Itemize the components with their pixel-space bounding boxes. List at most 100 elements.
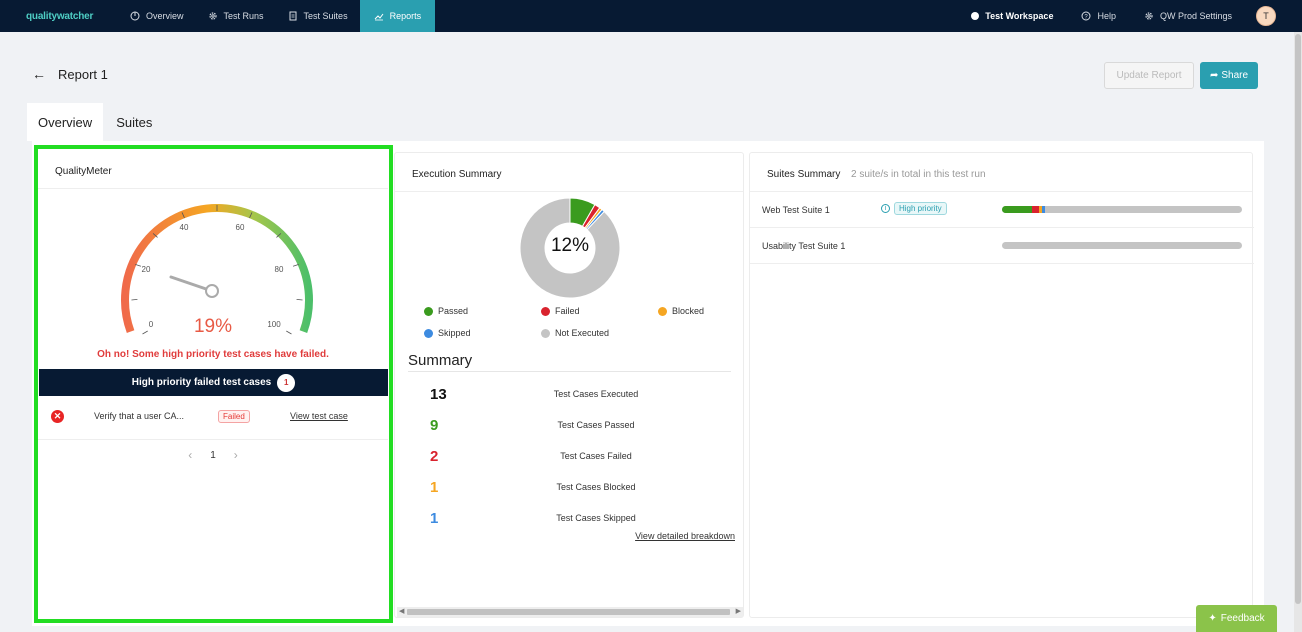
progress-blocked	[1039, 206, 1043, 213]
scrollbar-thumb[interactable]	[407, 609, 730, 615]
tab-overview[interactable]: Overview	[27, 103, 104, 141]
suite-progress-bar	[1002, 242, 1242, 249]
execution-summary-card: Execution Summary 12% Passed Failed Bloc…	[394, 152, 744, 618]
gauge-tick	[296, 298, 303, 301]
donut-center-label: 12%	[550, 235, 590, 256]
legend-label: Failed	[555, 306, 580, 316]
help-icon: ?	[1081, 11, 1091, 21]
summary-value: 1	[430, 510, 439, 527]
pagination: ‹ 1 ›	[38, 448, 388, 462]
tab-suites[interactable]: Suites	[116, 114, 153, 130]
chevron-left-icon[interactable]: ‹	[188, 448, 193, 462]
share-label: Share	[1221, 70, 1249, 81]
avatar[interactable]: T	[1256, 6, 1276, 26]
summary-value: 1	[430, 479, 439, 496]
gauge-tick-label: 40	[180, 223, 189, 232]
workspace-selector[interactable]: Test Workspace	[957, 0, 1067, 32]
quality-gauge: 0 20 40 60 80 100	[121, 204, 313, 335]
scroll-right-icon[interactable]: ▶	[735, 608, 741, 615]
suites-summary-card: Suites Summary 2 suite/s in total in thi…	[749, 152, 1254, 618]
page-header: ← Report 1	[32, 66, 108, 82]
sparkle-icon: ✦	[1208, 613, 1217, 624]
nav-item-label: Test Suites	[303, 11, 348, 21]
nav-item-overview[interactable]: Overview	[118, 0, 196, 32]
donut-slice-not-executed	[519, 197, 621, 299]
legend-label: Not Executed	[555, 328, 610, 338]
info-icon: i	[881, 204, 890, 213]
nav-item-label: Overview	[146, 11, 184, 21]
failed-test-case-row: ✕ Verify that a user CA... Failed View t…	[38, 398, 388, 440]
settings-label: QW Prod Settings	[1159, 11, 1232, 21]
suite-name: Web Test Suite 1	[762, 205, 830, 215]
feedback-label: Feedback	[1220, 613, 1265, 624]
scroll-left-icon[interactable]: ◀	[399, 608, 405, 615]
chevron-right-icon[interactable]: ›	[233, 448, 238, 462]
view-test-case-link[interactable]: View test case	[290, 411, 348, 421]
gauge-tick-label: 60	[236, 223, 245, 232]
card-title: QualityMeter	[55, 166, 112, 177]
suite-progress-bar	[1002, 206, 1242, 213]
chart-icon	[374, 13, 383, 21]
gauge-ticks	[131, 205, 303, 335]
help-link[interactable]: ? Help	[1067, 0, 1130, 32]
suite-row[interactable]: Usability Test Suite 1	[750, 228, 1254, 264]
legend-not-executed: Not Executed	[541, 328, 609, 338]
scrollbar-thumb[interactable]	[1295, 34, 1301, 604]
nav-item-test-runs[interactable]: Test Runs	[196, 0, 276, 32]
hp-header-label: High priority failed test cases	[131, 377, 272, 388]
legend-label: Passed	[438, 306, 469, 316]
progress-passed	[1002, 206, 1032, 213]
gear-icon	[1145, 12, 1153, 20]
card-title: Suites Summary	[767, 169, 841, 180]
gauge-tick-label: 20	[142, 265, 151, 274]
legend-dot	[541, 328, 550, 338]
gauge-tick	[135, 264, 142, 267]
page-scrollbar[interactable]	[1294, 32, 1302, 632]
summary-label: Test Cases Skipped	[556, 513, 636, 523]
suite-row[interactable]: Web Test Suite 1 i High priority	[750, 192, 1254, 228]
gauge-tick-label: 100	[267, 320, 281, 329]
suites-subtitle: 2 suite/s in total in this test run	[851, 169, 986, 180]
update-report-button[interactable]: Update Report	[1104, 62, 1194, 89]
gauge-tick	[131, 298, 138, 301]
svg-text:?: ?	[1085, 14, 1089, 20]
divider	[408, 371, 731, 372]
settings-link[interactable]: QW Prod Settings	[1130, 0, 1246, 32]
nav-item-test-suites[interactable]: Test Suites	[276, 0, 360, 32]
report-tabs: Overview Suites	[27, 103, 165, 141]
view-detailed-breakdown-link[interactable]: View detailed breakdown	[635, 531, 735, 541]
gauge-value: 19%	[193, 316, 233, 337]
divider	[395, 191, 743, 192]
page-number[interactable]: 1	[210, 449, 216, 461]
gauge-tick	[276, 233, 282, 238]
legend-label: Skipped	[438, 328, 471, 338]
hp-count-badge: 1	[277, 373, 296, 392]
feedback-button[interactable]: ✦ Feedback	[1196, 605, 1277, 632]
gauge-tick-label: 0	[149, 320, 154, 329]
horizontal-scrollbar[interactable]: ◀ ▶	[397, 607, 743, 617]
nav-item-reports[interactable]: Reports	[359, 0, 436, 32]
quality-meter-card: QualityMeter 0 20 40 60 80 100 19% Oh no…	[38, 150, 388, 616]
priority-tag: i High priority	[881, 202, 947, 215]
execution-donut-chart	[519, 197, 621, 299]
priority-pill: High priority	[894, 202, 947, 215]
share-icon: ➦	[1209, 70, 1219, 81]
workspace-name: Test Workspace	[985, 11, 1054, 21]
gauge-tick	[142, 330, 148, 335]
gauge-tick-label: 80	[275, 265, 284, 274]
gauge-tick	[292, 264, 299, 267]
gauge-tick	[152, 233, 158, 238]
test-case-name: Verify that a user CA...	[94, 411, 185, 421]
help-label: Help	[1097, 11, 1116, 21]
card-title: Execution Summary	[412, 169, 502, 180]
share-button[interactable]: ➦ Share	[1200, 62, 1258, 89]
legend-dot	[424, 306, 433, 316]
gauge-needle	[169, 275, 214, 293]
dashboard-icon	[130, 11, 140, 21]
back-arrow-icon[interactable]: ←	[32, 66, 46, 82]
legend-skipped: Skipped	[424, 328, 471, 338]
app-logo[interactable]: qualitywatcher	[0, 0, 110, 32]
gauge-tick	[249, 212, 253, 219]
page-title: Report 1	[58, 66, 108, 82]
summary-value: 2	[430, 448, 439, 465]
